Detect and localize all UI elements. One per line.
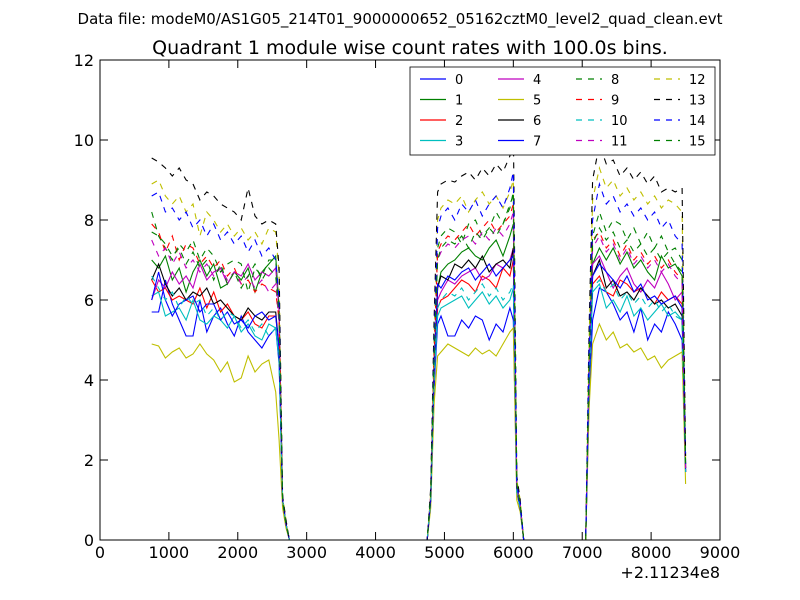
x-tick-label: 3000 [286, 543, 327, 562]
chart-title: Quadrant 1 module wise count rates with … [152, 37, 668, 59]
legend-label-4: 4 [533, 73, 541, 88]
x-tick-label: 4000 [355, 543, 396, 562]
x-tick-label: 7000 [562, 543, 603, 562]
x-tick-label: 2000 [217, 543, 258, 562]
legend-label-1: 1 [455, 94, 463, 109]
legend-label-10: 10 [611, 114, 628, 129]
series-line-2 [151, 259, 687, 541]
x-tick-label: 6000 [493, 543, 534, 562]
series-line-5 [151, 322, 687, 541]
series-line-12 [151, 165, 687, 541]
legend-label-8: 8 [611, 73, 619, 88]
legend-label-5: 5 [533, 94, 541, 109]
x-tick-label: 8000 [631, 543, 672, 562]
series-line-7 [151, 254, 687, 541]
plot-area: 0 1000 2000 3000 4000 5000 6000 7000 8000 9000 0 2 4… [74, 51, 741, 562]
y-tick-label: 10 [74, 131, 94, 150]
y-tick-label: 12 [74, 51, 94, 70]
figure-suptitle: Data file: modeM0/AS1G05_214T01_90000006… [78, 10, 723, 29]
series-line-10 [151, 275, 687, 541]
x-tick-label: 9000 [700, 543, 741, 562]
y-tick-label: 6 [84, 291, 94, 310]
legend-label-12: 12 [689, 73, 706, 88]
legend-label-13: 13 [689, 94, 706, 109]
legend-label-11: 11 [611, 135, 628, 150]
legend-label-7: 7 [533, 135, 541, 150]
x-tick-label: 1000 [149, 543, 190, 562]
x-tick-label: 5000 [424, 543, 465, 562]
legend-box [409, 66, 716, 156]
series-line-15 [151, 191, 687, 541]
legend-label-0: 0 [455, 73, 463, 88]
y-tick-label: 8 [84, 211, 94, 230]
series-line-9 [151, 203, 687, 541]
y-tick-label: 2 [84, 451, 94, 470]
x-offset-label: +2.11234e8 [620, 563, 720, 582]
y-tick-label: 4 [84, 371, 94, 390]
legend-label-15: 15 [689, 135, 706, 150]
series-line-14 [151, 171, 687, 541]
series-line-3 [151, 282, 687, 541]
x-tick-label: 0 [95, 543, 105, 562]
legend-label-2: 2 [455, 114, 463, 129]
legend-label-3: 3 [455, 135, 463, 150]
legend-label-6: 6 [533, 114, 541, 129]
series-line-8 [151, 195, 687, 541]
y-tick-label: 0 [84, 531, 94, 550]
legend-label-14: 14 [689, 114, 706, 129]
legend-label-9: 9 [611, 94, 619, 109]
series-line-13 [151, 123, 687, 541]
